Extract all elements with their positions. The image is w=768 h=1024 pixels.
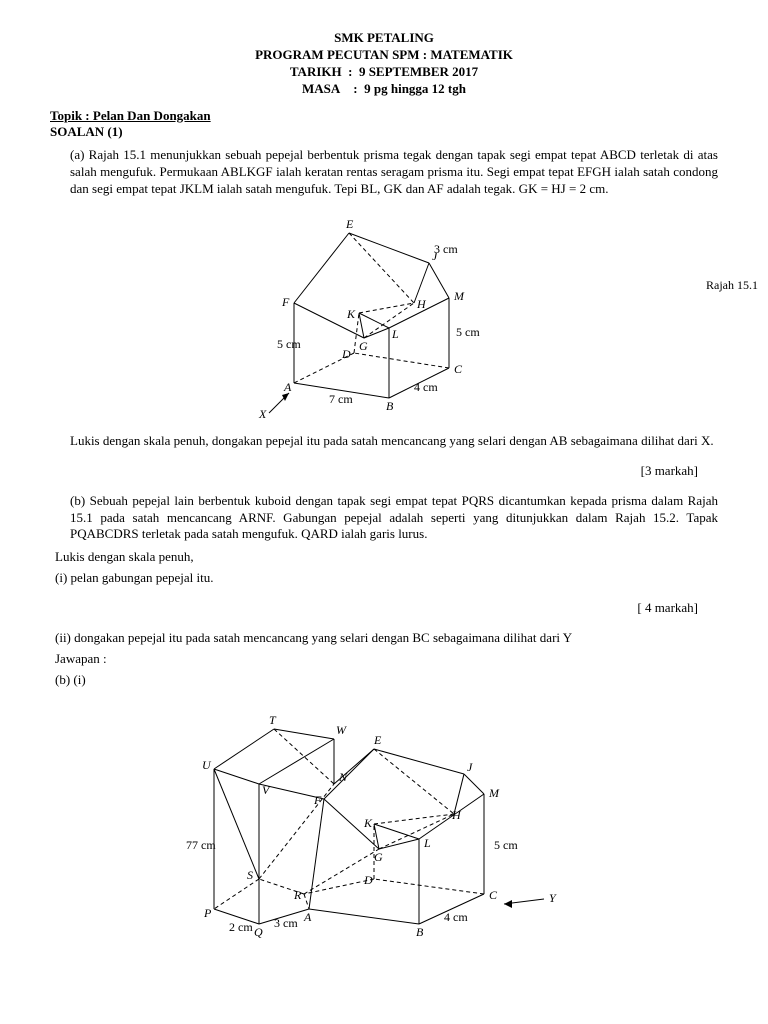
svg-text:E: E [373, 733, 382, 747]
program-name: PROGRAM PECUTAN SPM : MATEMATIK [50, 47, 718, 64]
topic-label: Topik : Pelan Dan Dongakan [50, 108, 718, 125]
svg-text:Y: Y [549, 891, 557, 905]
school-name: SMK PETALING [50, 30, 718, 47]
svg-text:N: N [338, 770, 348, 784]
svg-text:G: G [359, 339, 368, 353]
svg-text:E: E [345, 217, 354, 231]
svg-text:D: D [363, 873, 373, 887]
svg-text:H: H [416, 297, 427, 311]
part-a-text: (a) Rajah 15.1 menunjukkan sebuah pepeja… [70, 147, 718, 198]
svg-text:A: A [303, 910, 312, 924]
part-a-marks: [3 markah] [50, 463, 698, 480]
part-a-instruction: Lukis dengan skala penuh, dongakan pepej… [70, 433, 718, 450]
svg-text:K: K [363, 816, 373, 830]
svg-text:G: G [374, 850, 383, 864]
header: SMK PETALING PROGRAM PECUTAN SPM : MATEM… [50, 30, 718, 98]
svg-text:F: F [313, 793, 322, 807]
svg-text:5 cm: 5 cm [277, 337, 301, 351]
svg-text:W: W [336, 723, 347, 737]
diagram-1-svg: ABCDEFGHJKLMX3 cm5 cm5 cm7 cm4 cm [234, 208, 534, 418]
part-b-marks1: [ 4 markah] [50, 600, 698, 617]
svg-text:4 cm: 4 cm [414, 380, 438, 394]
svg-text:T: T [269, 713, 277, 727]
svg-text:F: F [281, 295, 290, 309]
svg-text:K: K [346, 307, 356, 321]
svg-text:L: L [423, 836, 431, 850]
svg-text:2 cm: 2 cm [229, 920, 253, 934]
part-b-instruction1: Lukis dengan skala penuh, [55, 549, 718, 566]
svg-text:A: A [283, 380, 292, 394]
svg-text:M: M [453, 289, 465, 303]
svg-text:5 cm: 5 cm [494, 838, 518, 852]
svg-text:Q: Q [254, 925, 263, 939]
svg-text:H: H [451, 808, 462, 822]
svg-text:3 cm: 3 cm [434, 242, 458, 256]
svg-text:V: V [262, 783, 271, 797]
svg-text:D: D [341, 347, 351, 361]
svg-text:J: J [467, 760, 473, 774]
svg-text:X: X [258, 407, 267, 418]
svg-text:5 cm: 5 cm [456, 325, 480, 339]
svg-text:S: S [247, 868, 253, 882]
svg-text:77 cm: 77 cm [186, 838, 216, 852]
svg-text:3 cm: 3 cm [274, 916, 298, 930]
svg-text:B: B [386, 399, 394, 413]
svg-text:C: C [489, 888, 498, 902]
answer-part: (b) (i) [55, 672, 718, 689]
svg-text:U: U [202, 758, 212, 772]
part-b-instruction3: (ii) dongakan pepejal itu pada satah men… [55, 630, 718, 647]
svg-text:M: M [488, 786, 500, 800]
soalan-label: SOALAN (1) [50, 124, 718, 141]
svg-text:L: L [391, 327, 399, 341]
answer-label: Jawapan : [55, 651, 718, 668]
svg-text:P: P [203, 906, 212, 920]
svg-text:7 cm: 7 cm [329, 392, 353, 406]
time-line: MASA : 9 pg hingga 12 tgh [50, 81, 718, 98]
svg-text:B: B [416, 925, 424, 939]
date-line: TARIKH : 9 SEPTEMBER 2017 [50, 64, 718, 81]
rajah-1-label: Rajah 15.1 [706, 278, 758, 294]
svg-text:R: R [293, 888, 302, 902]
diagram-2: P Q A B C D R S U V T W F N E J M L G K H Y 77 cm 2 cm 3 cm 4 cm 5… [50, 699, 718, 944]
part-b-instruction2: (i) pelan gabungan pepejal itu. [55, 570, 718, 587]
svg-text:4 cm: 4 cm [444, 910, 468, 924]
svg-text:C: C [454, 362, 463, 376]
diagram-1: ABCDEFGHJKLMX3 cm5 cm5 cm7 cm4 cm Rajah … [50, 208, 718, 423]
diagram-2-svg: P Q A B C D R S U V T W F N E J M L G K H Y 77 cm 2 cm 3 cm 4 cm 5… [174, 699, 594, 939]
part-b-text: (b) Sebuah pepejal lain berbentuk kuboid… [70, 493, 718, 544]
